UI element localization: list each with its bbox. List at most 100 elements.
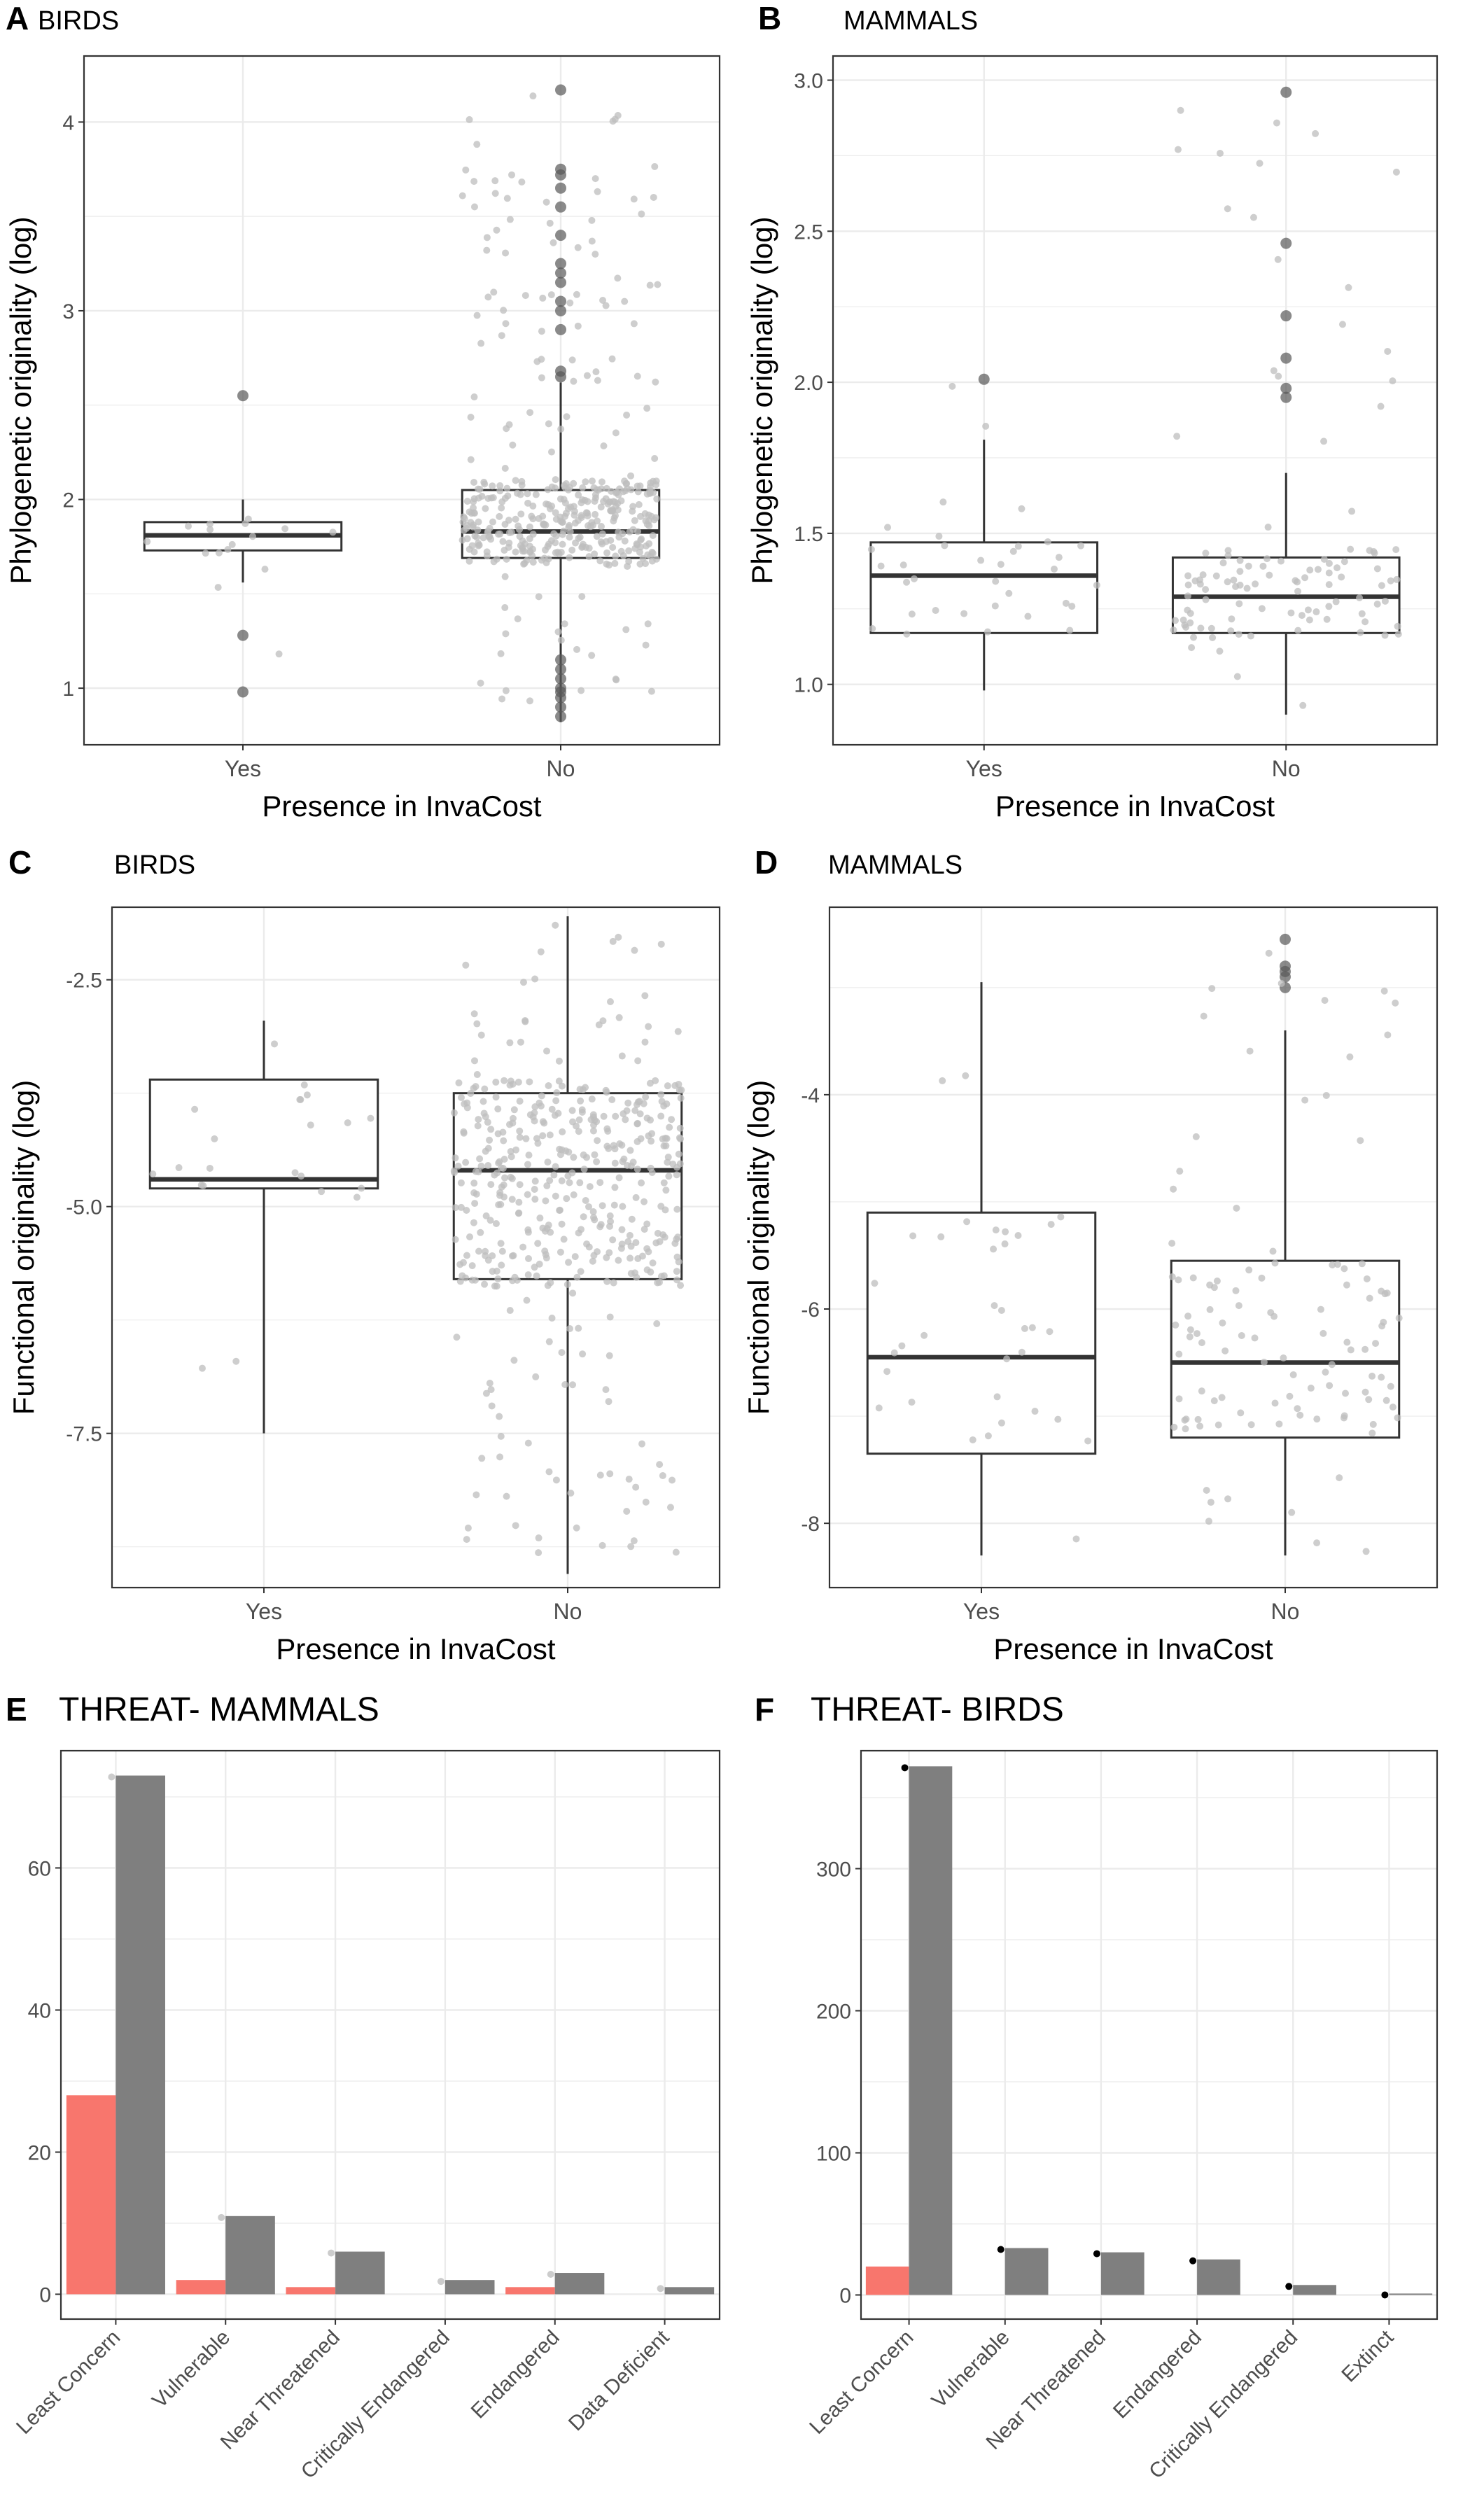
- jitter-point: [655, 1278, 663, 1286]
- jitter-point: [606, 1222, 614, 1230]
- jitter-point: [1292, 577, 1299, 584]
- jitter-point: [502, 320, 510, 328]
- jitter-point: [1366, 547, 1373, 554]
- jitter-point: [634, 1166, 641, 1173]
- jitter-point: [619, 1203, 626, 1210]
- jitter-point: [470, 1010, 478, 1018]
- y-tick-label: 0: [839, 2284, 851, 2307]
- jitter-point: [575, 491, 582, 499]
- x-tick-label: Endangered: [1109, 2326, 1206, 2423]
- jitter-point: [1175, 1350, 1183, 1358]
- jitter-point: [1389, 1404, 1396, 1411]
- jitter-point: [487, 1181, 495, 1189]
- jitter-point: [603, 1142, 611, 1150]
- jitter-point: [638, 1252, 646, 1260]
- jitter-point: [484, 494, 492, 502]
- y-axis-title: Functional originality (log): [7, 1080, 40, 1415]
- jitter-point: [1342, 1390, 1350, 1397]
- jitter-point: [1275, 372, 1282, 380]
- jitter-point: [1251, 1334, 1259, 1342]
- plot-background: [861, 1751, 1437, 2319]
- jitter-point: [1189, 1274, 1197, 1282]
- jitter-point: [937, 1233, 945, 1240]
- jitter-point: [612, 552, 620, 560]
- jitter-point: [665, 1172, 673, 1180]
- jitter-point: [1190, 634, 1198, 641]
- jitter-point: [560, 496, 568, 503]
- jitter-point: [498, 504, 505, 512]
- bar-no: [1389, 2293, 1433, 2295]
- jitter-point: [522, 1135, 530, 1142]
- jitter-point: [547, 448, 555, 456]
- jitter-point: [1233, 1204, 1240, 1212]
- jitter-point: [578, 593, 586, 601]
- jitter-point: [1362, 1548, 1370, 1555]
- jitter-point: [531, 1264, 538, 1271]
- outlier-point: [1280, 933, 1291, 945]
- jitter-point: [574, 244, 582, 251]
- jitter-point: [474, 1122, 482, 1130]
- jitter-point: [578, 1108, 586, 1116]
- jitter-point: [1363, 1275, 1371, 1282]
- jitter-point: [1269, 1247, 1277, 1255]
- jitter-point: [662, 1186, 670, 1194]
- jitter-point: [506, 1121, 514, 1128]
- jitter-point: [553, 1089, 561, 1097]
- jitter-point: [603, 1278, 611, 1285]
- jitter-point: [591, 1116, 598, 1124]
- jitter-point: [573, 1524, 580, 1532]
- jitter-point: [626, 1231, 634, 1239]
- jitter-point: [997, 1419, 1005, 1427]
- panel-title: BIRDS: [114, 850, 195, 880]
- jitter-point: [991, 602, 999, 610]
- jitter-point: [672, 1548, 680, 1556]
- jitter-point: [568, 356, 576, 364]
- jitter-points: [871, 949, 1403, 1555]
- jitter-point: [1381, 597, 1389, 605]
- jitter-point: [1018, 1348, 1026, 1356]
- jitter-point: [908, 610, 916, 618]
- jitter-point: [542, 1197, 550, 1205]
- jitter-point: [531, 1177, 539, 1185]
- jitter-point: [512, 477, 519, 484]
- jitter-point: [659, 1472, 666, 1480]
- jitter-point: [594, 486, 602, 494]
- jitter-point: [603, 560, 610, 568]
- jitter-point: [1264, 524, 1272, 531]
- jitter-point: [569, 1381, 577, 1389]
- jitter-point: [580, 1213, 587, 1221]
- jitter-point: [489, 482, 496, 490]
- jitter-point: [909, 1232, 917, 1240]
- jitter-point: [632, 1194, 640, 1201]
- jitter-point: [1186, 1333, 1194, 1340]
- jitter-point: [977, 556, 985, 564]
- jitter-point: [1289, 1371, 1297, 1378]
- jitter-point: [496, 1413, 503, 1420]
- jitter-point: [636, 1110, 644, 1118]
- jitter-point: [898, 1342, 906, 1350]
- jitter-point: [493, 1282, 500, 1290]
- jitter-point: [673, 1236, 680, 1243]
- y-tick-label: 1.5: [794, 523, 823, 546]
- jitter-point: [992, 1226, 1000, 1234]
- jitter-point: [497, 650, 505, 657]
- jitter-point: [1312, 608, 1320, 616]
- jitter-point: [457, 1203, 465, 1211]
- jitter-point: [622, 626, 630, 634]
- jitter-point: [484, 527, 492, 535]
- jitter-point: [875, 1404, 883, 1412]
- jitter-point: [516, 1133, 524, 1141]
- jitter-point: [638, 1179, 645, 1186]
- jitter-point: [494, 531, 502, 538]
- jitter-point: [993, 1393, 1001, 1401]
- jitter-point: [932, 607, 939, 615]
- jitter-point: [618, 1226, 626, 1233]
- jitter-point: [529, 531, 537, 538]
- jitter-point: [344, 1119, 351, 1126]
- jitter-point: [615, 933, 622, 941]
- jitter-point: [554, 628, 562, 636]
- jitter-point: [600, 1112, 608, 1120]
- jitter-point: [522, 292, 529, 300]
- jitter-point: [597, 503, 605, 511]
- jitter-point: [1024, 612, 1032, 620]
